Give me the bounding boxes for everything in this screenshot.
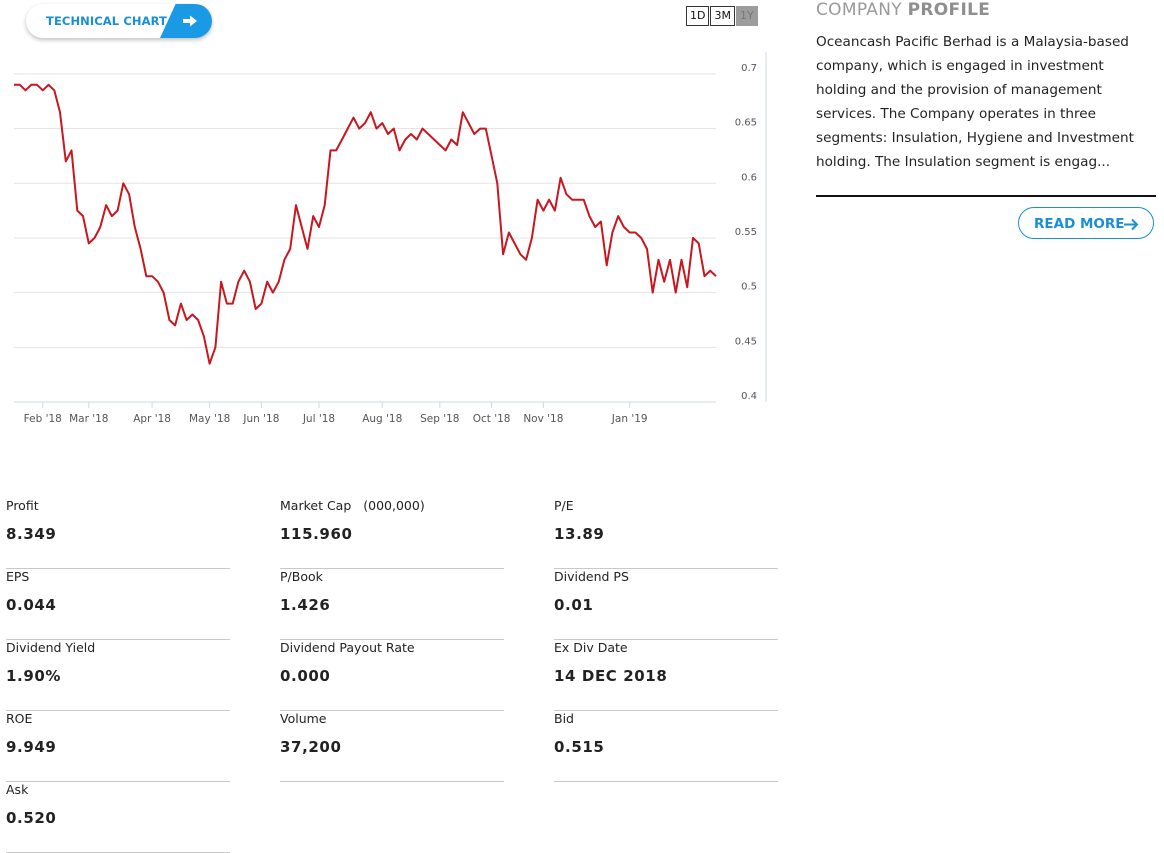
- arrow-right-icon: [1124, 218, 1139, 231]
- x-tick-label: Aug '18: [362, 413, 402, 425]
- y-tick-label: 0.7: [741, 63, 757, 74]
- stat-label: Dividend Payout Rate: [280, 640, 415, 655]
- stat-value: 1.90%: [6, 667, 62, 685]
- x-tick-label: Feb '18: [24, 413, 62, 425]
- stat-profit: Profit 8.349: [6, 498, 230, 569]
- stat-value: 14 DEC 2018: [554, 667, 668, 685]
- stat-value: 0.044: [6, 596, 57, 614]
- stat-dividend-payout-rate: Dividend Payout Rate 0.000: [280, 640, 504, 711]
- read-more-button[interactable]: READ MORE: [1018, 207, 1154, 239]
- stat-value: 37,200: [280, 738, 342, 756]
- stat-ask: Ask 0.520: [6, 782, 230, 853]
- stat-value: 1.426: [280, 596, 331, 614]
- stat-bid: Bid 0.515: [554, 711, 778, 782]
- x-tick-label: Apr '18: [133, 413, 171, 425]
- profile-title: COMPANY PROFILE: [816, 0, 1156, 20]
- stat-ex-div-date: Ex Div Date 14 DEC 2018: [554, 640, 778, 711]
- y-tick-label: 0.55: [735, 227, 757, 238]
- price-chart: 0.4 0.45 0.5 0.55 0.6 0.65 0.7 Feb '18 Mar '18 A…: [14, 52, 767, 425]
- profile-line: services. The Company operates in three: [816, 106, 1097, 122]
- stat-label: Dividend PS: [554, 569, 629, 584]
- stat-roe: ROE 9.949: [6, 711, 230, 782]
- company-profile: COMPANY PROFILE Oceancash Pacific Berhad…: [816, 0, 1156, 174]
- profile-line: Oceancash Pacific Berhad is a Malaysia-b…: [816, 34, 1129, 50]
- stat-eps: EPS 0.044: [6, 569, 230, 640]
- profile-line: segments: Insulation, Hygiene and Invest…: [816, 130, 1134, 146]
- stat-dividend-ps: Dividend PS 0.01: [554, 569, 778, 640]
- stat-volume: Volume 37,200: [280, 711, 504, 782]
- stat-label: Ask: [6, 782, 29, 797]
- price-series-line: [14, 83, 717, 365]
- range-button-1d[interactable]: 1D: [686, 6, 710, 26]
- x-tick-label: May '18: [189, 413, 230, 425]
- profile-title-bold: PROFILE: [907, 0, 991, 20]
- y-tick-label: 0.65: [735, 118, 757, 129]
- technical-chart-button[interactable]: TECHNICAL CHART: [26, 4, 212, 38]
- stat-value: 0.515: [554, 738, 605, 756]
- stat-label: Market Cap (000,000): [280, 498, 425, 513]
- y-tick-label: 0.5: [741, 282, 757, 293]
- stat-label-unit: (000,000): [363, 498, 425, 513]
- stat-label: Volume: [280, 711, 327, 726]
- x-tick-label: Jul '18: [302, 413, 335, 425]
- range-button-3m[interactable]: 3M: [710, 6, 735, 26]
- stat-label: Profit: [6, 498, 39, 513]
- read-more-label: READ MORE: [1034, 216, 1125, 232]
- stat-value: 9.949: [6, 738, 57, 756]
- stat-label: Dividend Yield: [6, 640, 96, 655]
- stat-pe: P/E 13.89: [554, 498, 778, 569]
- profile-title-light: COMPANY: [816, 0, 902, 20]
- profile-divider: [816, 195, 1156, 197]
- stat-label-text: Market Cap: [280, 498, 352, 513]
- stat-label: ROE: [6, 711, 33, 726]
- x-axis-ticks: Feb '18 Mar '18 Apr '18 May '18 Jun '18 Jul '…: [24, 402, 648, 425]
- profile-line: holding. The Insulation segment is engag…: [816, 154, 1111, 170]
- stat-value: 0.000: [280, 667, 331, 685]
- x-tick-label: Sep '18: [420, 413, 459, 425]
- stat-dividend-yield: Dividend Yield 1.90%: [6, 640, 230, 711]
- stat-market-cap: Market Cap (000,000) 115.960: [280, 498, 504, 569]
- y-tick-label: 0.4: [741, 391, 757, 402]
- x-tick-label: Nov '18: [523, 413, 563, 425]
- stat-label: P/Book: [280, 569, 323, 584]
- chart-grid: [14, 73, 716, 348]
- stat-label: EPS: [6, 569, 30, 584]
- stat-label: Bid: [554, 711, 574, 726]
- stat-value: 115.960: [280, 525, 353, 543]
- stat-label: P/E: [554, 498, 574, 513]
- profile-description: Oceancash Pacific Berhad is a Malaysia-b…: [816, 30, 1156, 174]
- y-axis-ticks: 0.4 0.45 0.5 0.55 0.6 0.65 0.7: [735, 63, 757, 402]
- stat-p-book: P/Book 1.426: [280, 569, 504, 640]
- profile-line: company, which is engaged in investment: [816, 58, 1104, 74]
- x-tick-label: Mar '18: [69, 413, 108, 425]
- technical-chart-arrow: [160, 4, 212, 38]
- y-tick-label: 0.45: [735, 336, 757, 347]
- range-button-1y[interactable]: 1Y: [735, 6, 758, 26]
- x-tick-label: Jan '19: [611, 413, 648, 425]
- stat-value: 0.01: [554, 596, 594, 614]
- stat-value: 8.349: [6, 525, 57, 543]
- x-tick-label: Jun '18: [242, 413, 279, 425]
- x-tick-label: Oct '18: [473, 413, 511, 425]
- range-selector: 1D 3M 1Y: [686, 6, 758, 26]
- arrow-right-icon: [183, 15, 197, 27]
- technical-chart-label: TECHNICAL CHART: [46, 14, 167, 28]
- stat-label: Ex Div Date: [554, 640, 628, 655]
- y-tick-label: 0.6: [741, 172, 757, 183]
- stat-value: 0.520: [6, 809, 57, 827]
- profile-line: holding and the provision of management: [816, 82, 1102, 98]
- stat-value: 13.89: [554, 525, 605, 543]
